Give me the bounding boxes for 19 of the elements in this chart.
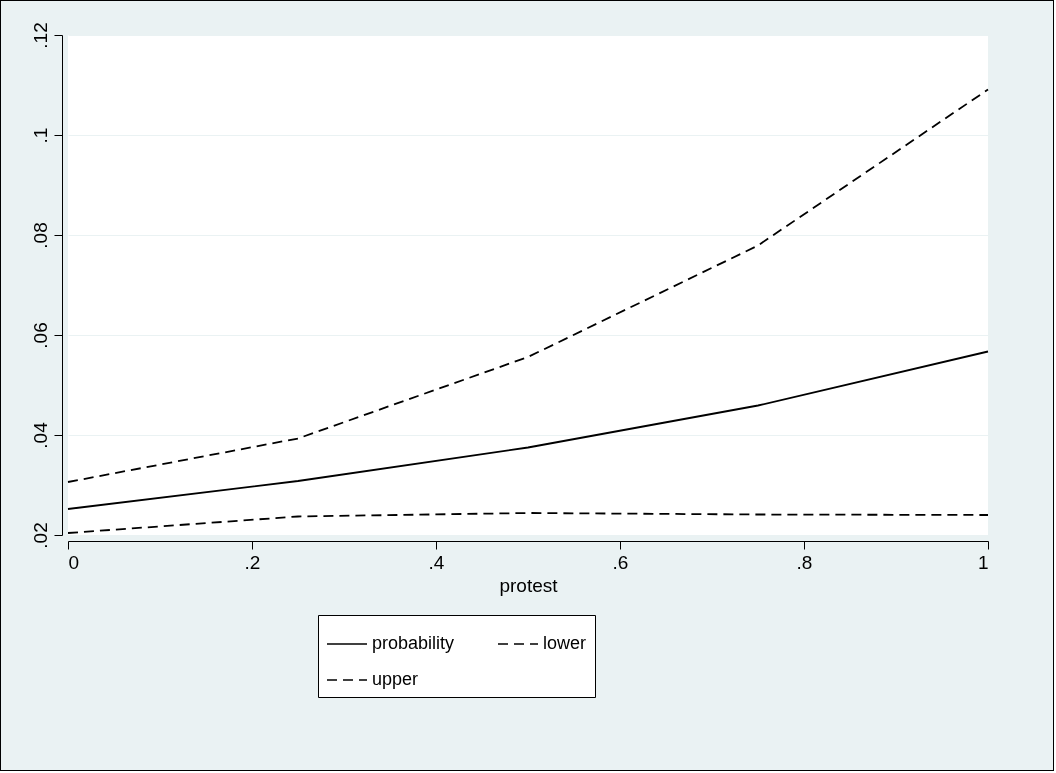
y-tick-label: .08 (29, 222, 51, 249)
line-series (67, 88, 989, 483)
line-series (67, 512, 989, 534)
y-tick-label: .04 (29, 421, 51, 449)
x-tick-label: .4 (428, 551, 445, 573)
x-axis-title: protest (499, 574, 559, 596)
legend-label: lower (543, 633, 587, 653)
x-tick-label: .2 (244, 551, 261, 573)
x-tick-label: 0 (68, 551, 80, 573)
x-tick-label: .8 (796, 551, 813, 573)
x-tick-label: .6 (612, 551, 629, 573)
line-series (67, 350, 989, 510)
y-tick-label: .12 (29, 22, 51, 49)
legend-label: upper (372, 669, 419, 689)
y-tick-label: .1 (29, 127, 51, 144)
y-tick-label: .02 (29, 522, 51, 549)
y-tick-label: .06 (29, 322, 51, 349)
legend-label: probability (372, 633, 455, 653)
x-tick-label: 1 (977, 551, 989, 573)
